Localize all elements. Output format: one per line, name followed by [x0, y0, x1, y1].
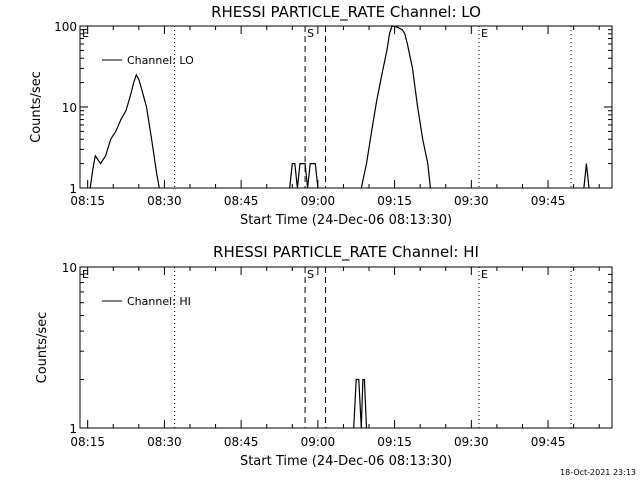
y-tick-label: 10 [62, 101, 77, 115]
y-tick-label: 1 [69, 422, 77, 436]
series-line [353, 378, 368, 429]
x-tick-label: 08:45 [224, 435, 259, 449]
footer-timestamp: 18-Oct-2021 23:13 [560, 468, 636, 477]
marker-label: E [481, 268, 488, 281]
chart-title: RHESSI PARTICLE_RATE Channel: HI [213, 243, 479, 262]
legend-label: Channel: HI [127, 295, 191, 308]
x-tick-label: 09:00 [301, 194, 336, 208]
x-tick-label: 09:30 [454, 194, 489, 208]
marker-label: E [82, 27, 89, 40]
y-axis-label: Counts/sec [35, 312, 50, 384]
y-tick-label: 10 [62, 261, 77, 275]
x-tick-label: 08:45 [224, 194, 259, 208]
x-tick-label: 08:30 [147, 194, 182, 208]
x-tick-label: 09:15 [377, 194, 412, 208]
x-tick-label: 09:15 [377, 435, 412, 449]
x-tick-label: 08:15 [70, 435, 105, 449]
x-tick-label: 09:30 [454, 435, 489, 449]
x-tick-label: 08:15 [70, 194, 105, 208]
series-line [89, 73, 160, 189]
marker-label: E [82, 268, 89, 281]
marker-label: S [307, 27, 314, 40]
x-tick-label: 08:30 [147, 435, 182, 449]
plot-frame [79, 25, 613, 189]
y-tick-label: 1 [69, 182, 77, 196]
marker-label: E [481, 27, 488, 40]
series-line [583, 163, 590, 189]
series-line [360, 25, 431, 189]
series-line [289, 163, 319, 189]
x-tick-label: 09:45 [531, 194, 566, 208]
y-axis-label: Counts/sec [29, 71, 44, 143]
hi-channel-panel: RHESSI PARTICLE_RATE Channel: HI 08:15 08:… [35, 243, 613, 469]
x-tick-label: 09:00 [301, 435, 336, 449]
y-tick-label: 100 [54, 20, 77, 34]
x-axis-label: Start Time (24-Dec-06 08:13:30) [240, 213, 452, 228]
chart-title: RHESSI PARTICLE_RATE Channel: LO [211, 3, 481, 22]
plot-frame [79, 266, 613, 429]
lo-channel-panel: RHESSI PARTICLE_RATE Channel: LO 08:15 08:… [29, 3, 613, 228]
legend-label: Channel: LO [127, 54, 194, 67]
marker-label: S [307, 268, 314, 281]
x-tick-label: 09:45 [531, 435, 566, 449]
x-axis-label: Start Time (24-Dec-06 08:13:30) [240, 454, 452, 469]
